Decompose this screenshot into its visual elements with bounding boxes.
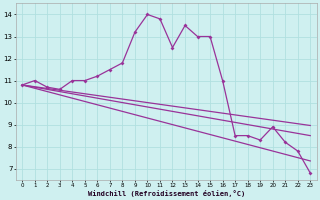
X-axis label: Windchill (Refroidissement éolien,°C): Windchill (Refroidissement éolien,°C) [88,190,245,197]
